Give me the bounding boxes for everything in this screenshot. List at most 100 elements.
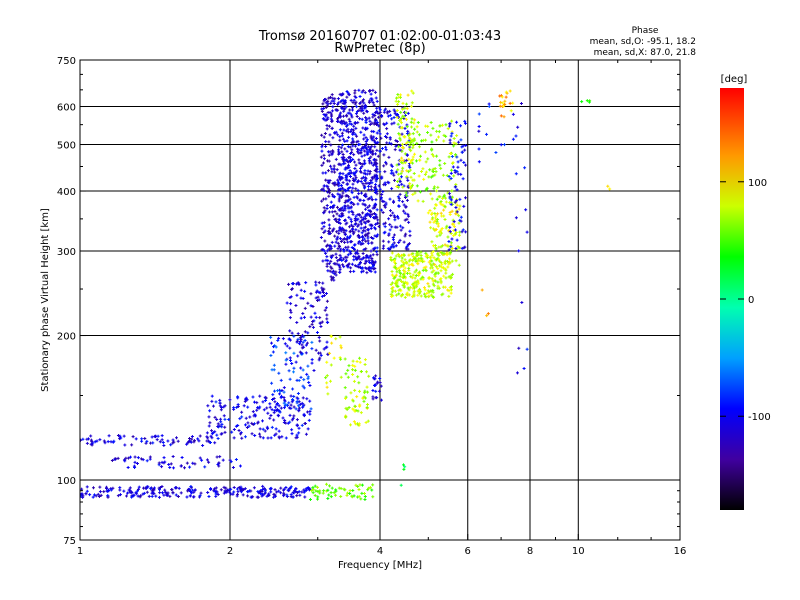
data-point [359, 226, 363, 230]
data-point [314, 280, 318, 284]
data-point [445, 224, 449, 228]
data-point [417, 252, 421, 256]
data-point [359, 109, 363, 113]
data-point [341, 186, 345, 190]
data-point [351, 368, 355, 372]
data-point [413, 191, 417, 195]
data-point [343, 102, 347, 106]
data-point [135, 461, 139, 465]
data-point [343, 233, 347, 237]
data-point [460, 230, 464, 234]
data-point [234, 457, 238, 461]
data-point [410, 276, 414, 280]
data-point [363, 153, 367, 157]
data-point [222, 491, 226, 495]
data-point [401, 260, 405, 264]
data-point [160, 438, 164, 442]
data-point [241, 487, 245, 491]
data-point [231, 465, 235, 469]
data-point [229, 487, 233, 491]
data-point [362, 159, 366, 163]
data-point [179, 464, 183, 468]
data-point [358, 389, 362, 393]
data-point [334, 108, 338, 112]
data-point [440, 251, 444, 255]
data-point [433, 263, 437, 267]
data-point [376, 233, 380, 237]
data-point [218, 404, 222, 408]
data-point [362, 101, 366, 105]
data-point [369, 92, 373, 96]
data-point [401, 280, 405, 284]
data-point [349, 220, 353, 224]
data-point [345, 248, 349, 252]
data-point [400, 293, 404, 297]
data-point [255, 408, 259, 412]
data-point [80, 487, 84, 491]
data-point [360, 191, 364, 195]
data-point [330, 270, 334, 274]
data-point [502, 115, 506, 119]
data-point [429, 262, 433, 266]
data-point [285, 301, 289, 305]
data-point [296, 397, 300, 401]
data-point [247, 424, 251, 428]
data-point [388, 248, 392, 252]
data-point [256, 495, 260, 499]
data-point [402, 203, 406, 207]
data-point [374, 158, 378, 162]
data-point [448, 138, 452, 142]
data-point [375, 187, 379, 191]
data-point [303, 289, 307, 293]
data-point [219, 488, 223, 492]
data-point [268, 405, 272, 409]
data-point [390, 287, 394, 291]
data-point [359, 169, 363, 173]
data-point [375, 99, 379, 103]
data-point [463, 119, 467, 123]
data-point [361, 396, 365, 400]
data-point [288, 338, 292, 342]
data-point [80, 438, 83, 442]
data-point [449, 288, 453, 292]
data-point [344, 189, 348, 193]
data-point [356, 217, 360, 221]
data-point [337, 214, 341, 218]
data-point [434, 228, 438, 232]
data-point [112, 439, 116, 443]
data-point [403, 258, 407, 262]
data-point [371, 206, 375, 210]
data-point [89, 442, 93, 446]
data-point [254, 414, 258, 418]
data-point [366, 181, 370, 185]
data-point [410, 117, 414, 121]
data-point [338, 237, 342, 241]
data-point [387, 217, 391, 221]
data-point [328, 95, 332, 99]
data-point [290, 331, 294, 335]
data-point [405, 217, 409, 221]
data-point [373, 206, 377, 210]
data-point [201, 443, 205, 447]
data-point [439, 211, 443, 215]
data-point [102, 490, 106, 494]
data-point [174, 486, 178, 490]
data-point [363, 266, 367, 270]
data-point [332, 164, 336, 168]
data-point [411, 143, 415, 147]
data-point [359, 150, 363, 154]
data-point [365, 402, 369, 406]
data-point [335, 205, 339, 209]
data-point [284, 485, 288, 489]
data-point [384, 160, 388, 164]
data-point [364, 225, 368, 229]
data-point [406, 111, 410, 115]
data-point [288, 346, 292, 350]
data-point [357, 422, 361, 426]
data-point [381, 190, 385, 194]
data-point [288, 486, 292, 490]
data-point [358, 261, 362, 265]
data-point [81, 437, 85, 441]
data-point [422, 292, 426, 296]
